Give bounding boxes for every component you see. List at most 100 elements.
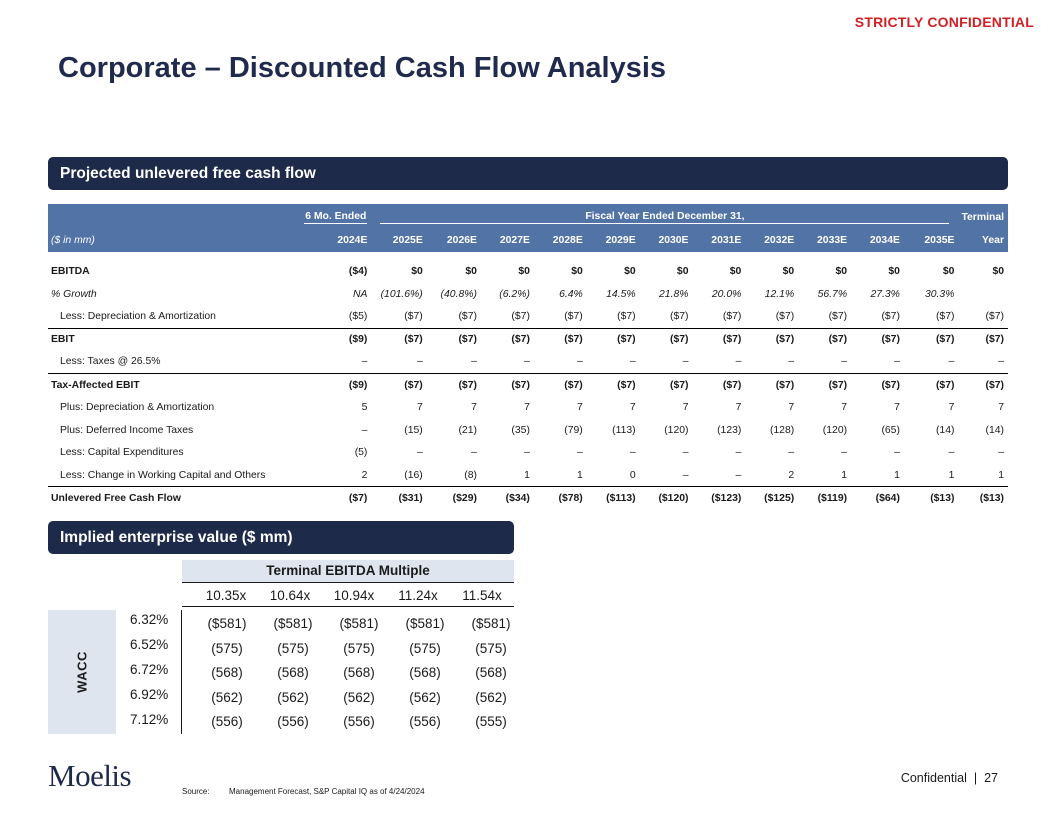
table-cell: (16) xyxy=(371,464,427,488)
footer-separator: | xyxy=(973,771,978,785)
section-header-cash-flow: Projected unlevered free cash flow xyxy=(48,157,1008,190)
table-cell: $0 xyxy=(782,265,795,277)
column-header: 2030E xyxy=(639,228,693,252)
table-cell: – xyxy=(798,350,852,374)
table-cell: 7 xyxy=(948,401,955,413)
table-cell: $0 xyxy=(676,265,689,277)
section-header-enterprise-value: Implied enterprise value ($ mm) xyxy=(48,521,514,554)
sensitivity-cell: (556) xyxy=(211,714,243,730)
table-cell: (5) xyxy=(354,447,368,459)
table-cell: ($7) xyxy=(935,334,955,346)
table-cell: – xyxy=(629,447,636,459)
table-cell: ($7) xyxy=(798,305,852,329)
table-row: Less: Taxes @ 26.5% – – – – – – – – – – – – – xyxy=(48,350,1008,374)
table-cell: (120) xyxy=(664,424,689,436)
sensitivity-cell: ($581) xyxy=(471,616,511,631)
sensitivity-row: (568) (568) (568) (568) (568) xyxy=(194,662,524,687)
table-cell: $0 xyxy=(624,265,636,277)
table-cell: ($78) xyxy=(558,492,583,504)
column-header: 2027E xyxy=(480,228,534,252)
table-row: Less: Change in Working Capital and Othe… xyxy=(48,464,1008,488)
sensitivity-cell: (575) xyxy=(343,640,375,656)
column-header: Year xyxy=(958,228,1008,252)
table-cell: – xyxy=(692,350,746,374)
table-cell: 27.3% xyxy=(870,288,900,300)
row-label: Plus: Depreciation & Amortization xyxy=(60,401,215,413)
table-cell: 7 xyxy=(471,401,477,413)
sensitivity-cell: (562) xyxy=(409,689,441,705)
table-cell: ($7) xyxy=(617,334,636,346)
sensitivity-cell: (568) xyxy=(277,665,309,681)
table-cell: (128) xyxy=(769,424,795,436)
table-cell: ($125) xyxy=(764,492,795,504)
table-cell: – xyxy=(416,447,423,459)
table-row: Tax-Affected EBIT ($9) ($7) ($7) ($7) ($7) ($7… xyxy=(48,373,1008,396)
table-cell: 21.8% xyxy=(659,288,689,300)
table-cell: ($7) xyxy=(639,305,693,329)
sensitivity-row: (575) (575) (575) (575) (575) xyxy=(194,638,524,663)
sensitivity-cell: (575) xyxy=(277,640,309,656)
page-title: Corporate – Discounted Cash Flow Analysi… xyxy=(58,52,667,84)
sensitivity-row: (556) (556) (556) (556) (555) xyxy=(194,711,524,736)
column-header: 2034E xyxy=(851,228,904,252)
sensitivity-cell: (556) xyxy=(343,714,375,730)
table-cell: 56.7% xyxy=(817,288,848,300)
sensitivity-cell: (562) xyxy=(211,689,243,705)
strictly-confidential-tag: STRICTLY CONFIDENTIAL xyxy=(854,14,1034,30)
table-cell: ($120) xyxy=(658,492,689,504)
table-cell: (123) xyxy=(717,424,742,436)
column-header: 2035E xyxy=(903,228,959,252)
table-cell: 1 xyxy=(533,464,587,488)
table-cell: ($13) xyxy=(979,492,1004,504)
sensitivity-cell: ($581) xyxy=(207,616,247,631)
table-cell: ($123) xyxy=(711,492,742,504)
table-cell: ($13) xyxy=(930,492,955,504)
table-group-header-row: 6 Mo. Ended Fiscal Year Ended December 3… xyxy=(48,204,1008,228)
table-cell: – xyxy=(639,350,693,374)
table-cell: – xyxy=(576,447,583,459)
sensitivity-cell: (568) xyxy=(211,665,243,681)
table-cell: ($7) xyxy=(692,305,746,329)
table-cell: 7 xyxy=(788,401,795,413)
table-cell: – xyxy=(371,350,427,374)
table-cell: – xyxy=(998,447,1004,459)
sensitivity-cell: (562) xyxy=(475,689,507,705)
table-row: Less: Depreciation & Amortization ($5) ($7… xyxy=(48,305,1008,329)
table-cell: 0 xyxy=(586,464,640,488)
table-cell: – xyxy=(639,464,693,488)
table-cell: ($7) xyxy=(670,379,689,391)
table-cell: (120) xyxy=(822,424,848,436)
table-cell: – xyxy=(471,447,477,459)
table-cell: – xyxy=(851,350,904,374)
wacc-rate: 6.32% xyxy=(130,612,169,627)
sensitivity-cell: ($581) xyxy=(405,616,445,631)
table-cell: 1 xyxy=(851,464,904,488)
table-cell: – xyxy=(361,424,368,436)
table-cell: 1 xyxy=(798,464,852,488)
table-cell: – xyxy=(788,447,795,459)
wacc-rate: 6.52% xyxy=(130,637,169,652)
table-cell: $0 xyxy=(518,265,530,277)
column-header: 2026E xyxy=(426,228,481,252)
table-cell: (15) xyxy=(404,424,423,436)
table-cell: 7 xyxy=(416,401,423,413)
table-cell: 12.1% xyxy=(764,288,795,300)
table-cell: ($7) xyxy=(935,379,955,391)
cash-flow-table: 6 Mo. Ended Fiscal Year Ended December 3… xyxy=(48,204,1008,510)
table-cell: 1 xyxy=(903,464,959,488)
terminal-multiple-header: Terminal EBITDA Multiple xyxy=(182,560,514,583)
table-cell: 5 xyxy=(361,401,368,413)
multiple-header: 10.94x xyxy=(333,588,375,603)
row-label: Plus: Deferred Income Taxes xyxy=(60,424,194,436)
table-cell: 2 xyxy=(316,464,372,488)
table-row: Unlevered Free Cash Flow ($7) ($31) ($29) ($… xyxy=(48,487,1008,510)
multiple-header: 10.64x xyxy=(269,588,311,603)
table-cell: ($7) xyxy=(564,334,583,346)
table-cell: – xyxy=(745,350,799,374)
table-cell: (6.2%) xyxy=(499,288,530,300)
table-cell: ($7) xyxy=(722,334,742,346)
table-cell: ($119) xyxy=(817,492,848,504)
table-cell: (8) xyxy=(426,464,481,488)
table-cell: ($64) xyxy=(875,492,900,504)
sensitivity-row: ($581) ($581) ($581) ($581) ($581) xyxy=(194,613,524,638)
